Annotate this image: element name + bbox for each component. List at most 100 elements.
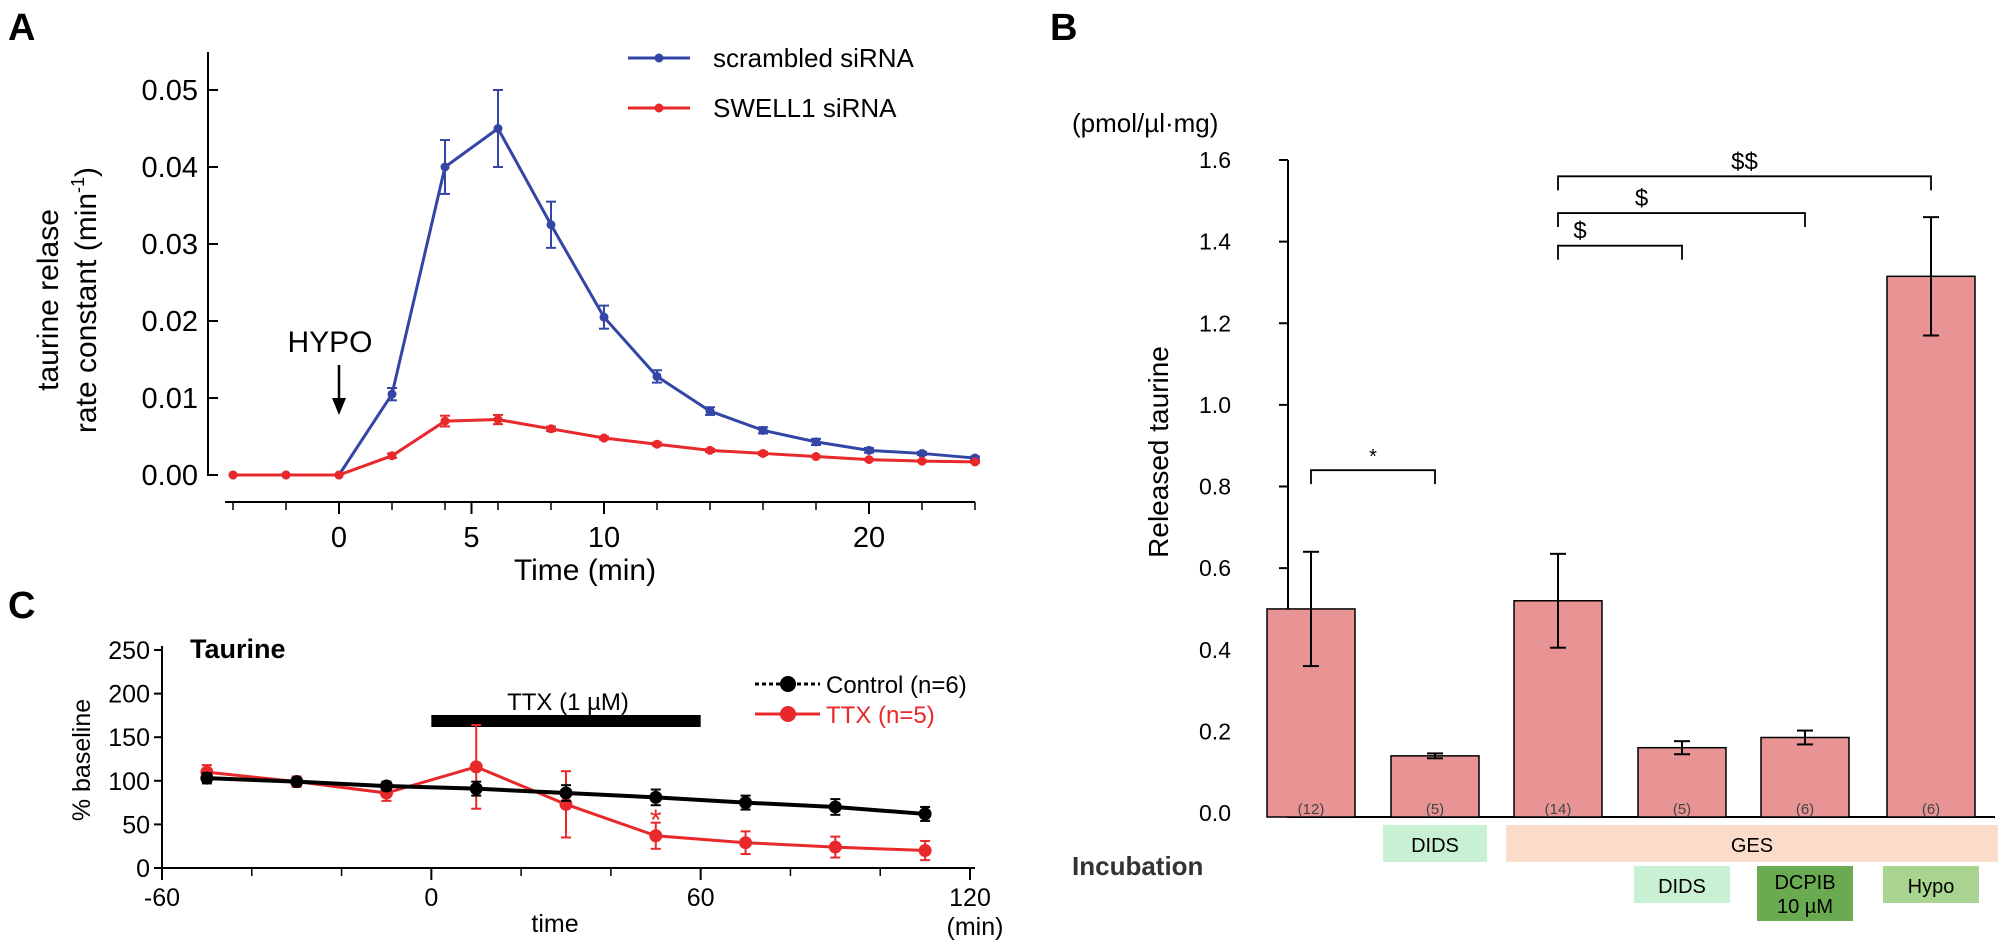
a-data-point <box>758 425 768 435</box>
b-ytick-label: 0.0 <box>1199 800 1231 826</box>
a-legend-label: SWELL1 siRNA <box>713 93 897 123</box>
b-sig-label: $$ <box>1731 148 1758 175</box>
b-n-label: (5) <box>1673 801 1691 818</box>
a-xtick-label: 20 <box>853 522 885 554</box>
c-ytick-label: 200 <box>108 681 150 709</box>
a-ytick-label: 0.00 <box>142 460 198 492</box>
a-series-line <box>233 126 976 477</box>
a-ytick-label: 0.05 <box>142 75 198 107</box>
a-ylabel-line1: taurine relase <box>32 209 65 391</box>
b-bar <box>1637 746 1727 818</box>
b-n-label: (12) <box>1298 801 1325 818</box>
b-ytick-label: 0.4 <box>1199 637 1231 663</box>
panel-label-c: C <box>8 585 35 627</box>
a-data-point <box>387 451 397 461</box>
b-ytick-label: 0.6 <box>1199 555 1231 581</box>
c-legend-marker <box>780 676 796 692</box>
c-ytick-label: 150 <box>108 724 150 752</box>
a-data-point <box>864 445 874 455</box>
b-incubation-box <box>1634 866 1730 903</box>
a-data-point <box>493 124 503 133</box>
b-ylabel: Released taurine <box>1143 346 1174 558</box>
a-ytick-label: 0.01 <box>142 383 198 415</box>
a-xtick-label: 10 <box>588 522 620 554</box>
panel-a: taurine relase rate constant (min-1) Tim… <box>32 43 980 587</box>
c-data-point <box>739 796 753 810</box>
b-sig-label: $ <box>1573 218 1586 245</box>
b-ytick-label: 0.2 <box>1199 718 1231 744</box>
c-legend-label: Control (n=6) <box>826 672 967 699</box>
a-legend-marker <box>654 103 664 113</box>
a-data-point <box>440 162 450 172</box>
c-ytick-label: 100 <box>108 768 150 796</box>
c-xlabel: time <box>531 910 578 938</box>
b-n-label: (5) <box>1426 801 1444 818</box>
c-data-point <box>649 790 663 804</box>
b-sig-label: $ <box>1635 185 1648 212</box>
a-data-point <box>440 416 450 426</box>
b-incubation-box <box>1506 825 1998 862</box>
b-incubation-box <box>1383 825 1487 862</box>
a-data-point <box>758 448 768 458</box>
b-ytick-label: 1.0 <box>1199 392 1231 418</box>
c-ylabel: % baseline <box>68 699 96 821</box>
a-data-point <box>864 455 874 465</box>
c-data-point <box>739 836 753 850</box>
a-xlabel: Time (min) <box>514 554 656 587</box>
a-ylabel-line2: rate constant (min-1) <box>68 167 103 433</box>
c-legend-label: TTX (n=5) <box>826 702 935 729</box>
b-ytick-label: 1.6 <box>1199 147 1231 173</box>
a-data-point <box>387 389 397 399</box>
c-xtick-label: 0 <box>424 884 438 912</box>
b-sig-bracket <box>1557 175 1932 191</box>
panel-label-b: B <box>1050 7 1077 49</box>
c-data-point <box>828 840 842 854</box>
b-n-label: (6) <box>1796 801 1814 818</box>
a-legend: scrambled siRNA SWELL1 siRNA <box>628 43 914 123</box>
c-ytick-label: 250 <box>108 637 150 665</box>
c-data-point <box>649 829 663 843</box>
a-data-point <box>705 445 715 455</box>
a-hypo-arrowhead <box>332 398 346 415</box>
c-ttx-bar-label: TTX (1 µM) <box>507 689 629 716</box>
b-sig-label: * <box>1369 446 1377 468</box>
a-data-point <box>228 470 238 480</box>
c-data-point <box>559 786 573 800</box>
a-data-point <box>811 437 821 447</box>
a-ytick-label: 0.02 <box>142 306 198 338</box>
c-ytick-label: 50 <box>122 811 150 839</box>
a-data-point <box>652 371 662 381</box>
b-incubation-box <box>1757 866 1853 921</box>
c-data-point <box>379 779 393 793</box>
c-data-point <box>828 800 842 814</box>
a-data-point <box>546 424 556 434</box>
a-ytick-label: 0.04 <box>142 152 198 184</box>
b-n-label: (6) <box>1922 801 1940 818</box>
c-data-point <box>200 771 214 785</box>
panel-b: (pmol/µl·mg) Released taurine Incubation… <box>1072 108 1998 921</box>
b-ytick-label: 1.4 <box>1199 229 1231 255</box>
b-bar <box>1390 755 1480 818</box>
c-xtick-label: -60 <box>144 884 180 912</box>
c-legend: Control (n=6) TTX (n=5) <box>755 672 967 729</box>
a-annotation-hypo: HYPO <box>287 326 372 359</box>
b-incubation-box <box>1883 866 1979 903</box>
c-star: * <box>650 804 662 837</box>
c-ytick-label: 0 <box>136 855 150 883</box>
b-ytick-label: 0.8 <box>1199 474 1231 500</box>
a-xtick-label: 0 <box>331 522 347 554</box>
panel-c: Taurine % baseline time (min) TTX (1 µM)… <box>68 634 1003 941</box>
a-data-point <box>811 452 821 462</box>
a-data-point <box>281 470 291 480</box>
a-data-point <box>334 470 344 480</box>
a-data-point <box>970 457 980 467</box>
c-data-point <box>290 775 304 789</box>
c-data-point <box>469 760 483 774</box>
b-n-label: (14) <box>1545 801 1572 818</box>
a-data-point <box>705 406 715 416</box>
a-data-point <box>493 415 503 425</box>
c-data-point <box>918 844 932 858</box>
b-sig-bracket <box>1557 212 1806 228</box>
c-legend-marker <box>780 706 796 722</box>
b-incubation-label: Incubation <box>1072 851 1203 881</box>
